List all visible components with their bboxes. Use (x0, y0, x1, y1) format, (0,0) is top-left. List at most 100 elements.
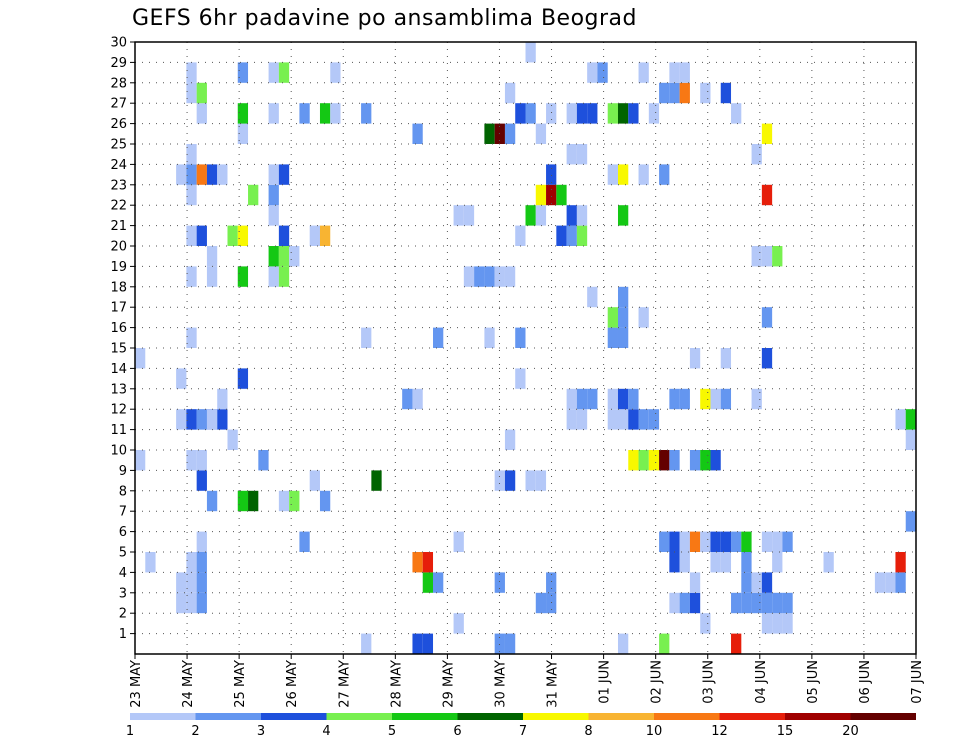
heatmap-cell (576, 388, 588, 410)
heatmap-cell (227, 429, 238, 450)
heatmap-cell (412, 388, 423, 410)
heatmap-cell (751, 246, 762, 267)
heatmap-cell (268, 62, 279, 83)
x-tick-label: 27 MAY (337, 660, 352, 708)
heatmap-cell (566, 144, 577, 165)
heatmap-cell (761, 613, 773, 634)
colorbar-tick-label: 1 (126, 724, 134, 739)
heatmap-cell (731, 592, 742, 614)
heatmap-cell (638, 450, 649, 471)
heatmap-cell (751, 572, 762, 593)
heatmap-cell (638, 62, 649, 83)
heatmap-cell (412, 552, 423, 573)
x-tick-label: 31 MAY (546, 660, 561, 708)
heatmap-cell (761, 184, 773, 206)
heatmap-cell (700, 531, 711, 552)
heatmap-cell (669, 62, 680, 83)
heatmap-cell (669, 552, 680, 573)
heatmap-cell (720, 531, 732, 552)
heatmap-cell (823, 552, 834, 573)
heatmap-cell (741, 592, 752, 614)
heatmap-cell (484, 266, 495, 287)
heatmap-cell (206, 409, 218, 430)
heatmap-cell (761, 307, 773, 328)
heatmap-cell (679, 552, 690, 573)
y-tick-label: 2 (119, 607, 127, 622)
heatmap-cell (556, 184, 567, 206)
heatmap-cell (515, 368, 526, 389)
heatmap-cell (761, 572, 773, 593)
heatmap-cell (504, 429, 516, 450)
x-tick-label: 04 JUN (754, 660, 769, 704)
heatmap-cell (299, 531, 310, 552)
heatmap-cell (617, 286, 629, 308)
heatmap-cell (710, 388, 721, 410)
heatmap-cell (237, 225, 249, 246)
y-tick-label: 4 (119, 566, 127, 581)
heatmap-cell (772, 552, 783, 573)
heatmap-cell (761, 348, 773, 369)
colorbar-segment (588, 713, 654, 720)
heatmap-cell (186, 592, 197, 614)
y-tick-label: 9 (119, 464, 127, 479)
heatmap-cell (689, 592, 701, 614)
heatmap-cell (761, 246, 773, 267)
x-tick-label: 03 JUN (702, 660, 717, 704)
heatmap-cell (309, 225, 320, 246)
y-tick-label: 7 (119, 505, 127, 520)
heatmap-cell (659, 164, 670, 185)
heatmap-cell (186, 572, 197, 593)
heatmap-cell (186, 409, 197, 430)
heatmap-cell (628, 388, 639, 410)
heatmap-cell (453, 531, 464, 552)
heatmap-cell (248, 184, 259, 206)
y-tick-label: 19 (110, 260, 127, 275)
heatmap-cell (628, 103, 639, 124)
heatmap-cell (361, 327, 372, 348)
y-tick-label: 17 (110, 301, 127, 316)
heatmap-cell (196, 103, 207, 124)
heatmap-cell (504, 82, 516, 104)
heatmap-cell (176, 592, 187, 614)
heatmap-cell (607, 409, 618, 430)
colorbar-segment (523, 713, 589, 720)
heatmap-cell (206, 246, 218, 267)
heatmap-cell (607, 327, 618, 348)
heatmap-cell (186, 552, 197, 573)
heatmap-cell (895, 572, 906, 593)
x-tick-label: 24 MAY (181, 660, 196, 708)
heatmap-cell (566, 225, 577, 246)
x-tick-label: 05 JUN (806, 660, 821, 704)
heatmap-cell (607, 103, 618, 124)
heatmap-cell (504, 470, 516, 491)
chart-title: GEFS 6hr padavine po ansamblima Beograd (132, 6, 638, 31)
y-tick-label: 5 (119, 546, 127, 561)
heatmap-cell (463, 205, 475, 226)
heatmap-cell (206, 490, 218, 512)
heatmap-cell (494, 572, 505, 593)
x-tick-label: 30 MAY (493, 660, 508, 708)
heatmap-cell (669, 82, 680, 104)
heatmap-cell (731, 633, 742, 654)
heatmap-cell (535, 592, 547, 614)
heatmap-cell (371, 470, 382, 491)
heatmap-cell (700, 613, 711, 634)
heatmap-cell (196, 409, 207, 430)
y-tick-label: 6 (119, 525, 127, 540)
heatmap-cell (186, 62, 197, 83)
heatmap-cell (186, 164, 197, 185)
colorbar-tick-label: 3 (257, 724, 265, 739)
heatmap-cell (782, 592, 793, 614)
heatmap-cell (186, 266, 197, 287)
heatmap-cell (710, 531, 721, 552)
heatmap-cell (679, 388, 690, 410)
heatmap-cell (761, 123, 773, 144)
heatmap-cell (587, 388, 598, 410)
heatmap-cell (679, 62, 690, 83)
heatmap-cell (782, 613, 793, 634)
heatmap-cell (196, 225, 207, 246)
heatmap-cell (176, 164, 187, 185)
heatmap-cells (135, 42, 916, 654)
heatmap-cell (659, 531, 670, 552)
